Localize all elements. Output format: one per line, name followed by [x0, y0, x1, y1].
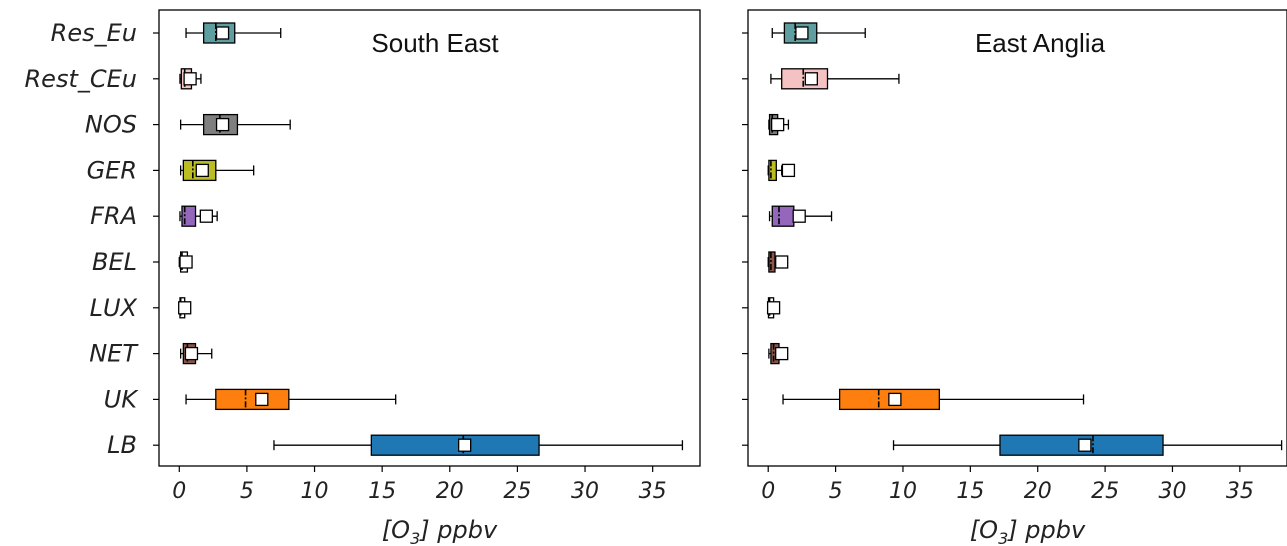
mean-marker	[888, 392, 902, 407]
box-res-eu	[771, 22, 866, 44]
box-iqr	[771, 205, 795, 227]
plot-frame	[158, 9, 701, 467]
box-rest-ceu	[179, 68, 202, 90]
box-net	[768, 342, 789, 365]
box-ger	[767, 159, 796, 182]
x-tick-label: 30	[1158, 479, 1186, 504]
mean-marker	[1078, 438, 1092, 452]
box-rest-ceu	[770, 68, 900, 90]
mean-marker	[795, 26, 809, 40]
box-res-eu	[185, 22, 282, 44]
box-nos	[179, 113, 291, 136]
y-tick-label: GER	[87, 156, 137, 184]
box-ger	[179, 159, 255, 182]
box-fra	[768, 205, 833, 227]
box-lb	[273, 434, 684, 456]
plot-frame	[747, 9, 1287, 467]
mean-marker	[770, 117, 785, 132]
y-tick-label: NET	[89, 340, 139, 368]
y-tick-label: LB	[107, 431, 137, 459]
mean-marker	[195, 163, 209, 178]
x-tick-label: 20	[436, 479, 464, 504]
mean-marker	[775, 255, 789, 269]
x-tick-label: 35	[639, 479, 667, 504]
box-iqr	[768, 251, 776, 273]
y-tick-label: Rest_CEu	[25, 65, 138, 93]
y-tick-label: Res_Eu	[51, 19, 137, 47]
mean-marker	[178, 301, 192, 315]
box-fra	[179, 205, 218, 227]
y-tick-label: LUX	[90, 294, 138, 322]
mean-marker	[215, 117, 230, 132]
x-tick-label: 25	[503, 479, 531, 504]
x-tick-label: 25	[1091, 479, 1119, 504]
box-net	[179, 342, 213, 365]
mean-marker	[179, 255, 193, 269]
box-nos	[768, 113, 790, 136]
box-uk	[185, 388, 397, 411]
x-tick-label: 35	[1226, 479, 1254, 504]
box-bel	[178, 251, 193, 273]
x-tick-label: 10	[301, 479, 329, 504]
panel-title: East Anglia	[975, 28, 1106, 58]
x-tick-label: 30	[571, 479, 599, 504]
mean-marker	[775, 346, 789, 361]
x-axis-label: [O3] ppbv	[970, 516, 1086, 546]
y-tick-label: FRA	[90, 202, 137, 230]
box-lux	[766, 297, 781, 319]
x-tick-label: 5	[829, 479, 843, 504]
x-tick-label: 15	[956, 479, 984, 504]
y-tick-label: NOS	[85, 111, 137, 139]
x-axis-label: [O3] ppbv	[382, 516, 498, 546]
panel-2: East Anglia 0 5 10 15 20 25 30 35 [O3] ppbv	[742, 9, 1287, 546]
mean-marker	[804, 72, 818, 86]
mean-marker	[781, 163, 796, 178]
y-tick-label: UK	[104, 385, 140, 413]
box-iqr	[781, 68, 829, 90]
x-tick-label: 5	[240, 479, 254, 504]
box-iqr	[215, 388, 290, 411]
mean-marker	[766, 301, 781, 315]
x-tick-label: 20	[1024, 479, 1052, 504]
panel-1: South East 0 5 10 15 20 25 30 35 [O3] ppbv Res_Eu R…	[25, 9, 701, 546]
mean-marker	[199, 209, 213, 223]
box-lb	[892, 434, 1283, 456]
x-tick-label: 0	[172, 479, 186, 504]
mean-marker	[458, 438, 472, 452]
x-tick-label: 0	[761, 479, 775, 504]
panel-title: South East	[371, 28, 499, 58]
mean-marker	[792, 209, 806, 223]
box-uk	[782, 388, 1085, 411]
box-iqr	[370, 434, 540, 456]
mean-marker	[183, 72, 197, 86]
box-lux	[178, 297, 192, 319]
y-tick-label: BEL	[92, 248, 137, 276]
mean-marker	[215, 26, 230, 40]
mean-marker	[184, 346, 199, 361]
box-iqr	[768, 159, 777, 182]
x-tick-label: 10	[889, 479, 917, 504]
x-tick-label: 15	[368, 479, 396, 504]
box-bel	[767, 251, 789, 273]
mean-marker	[255, 392, 269, 407]
